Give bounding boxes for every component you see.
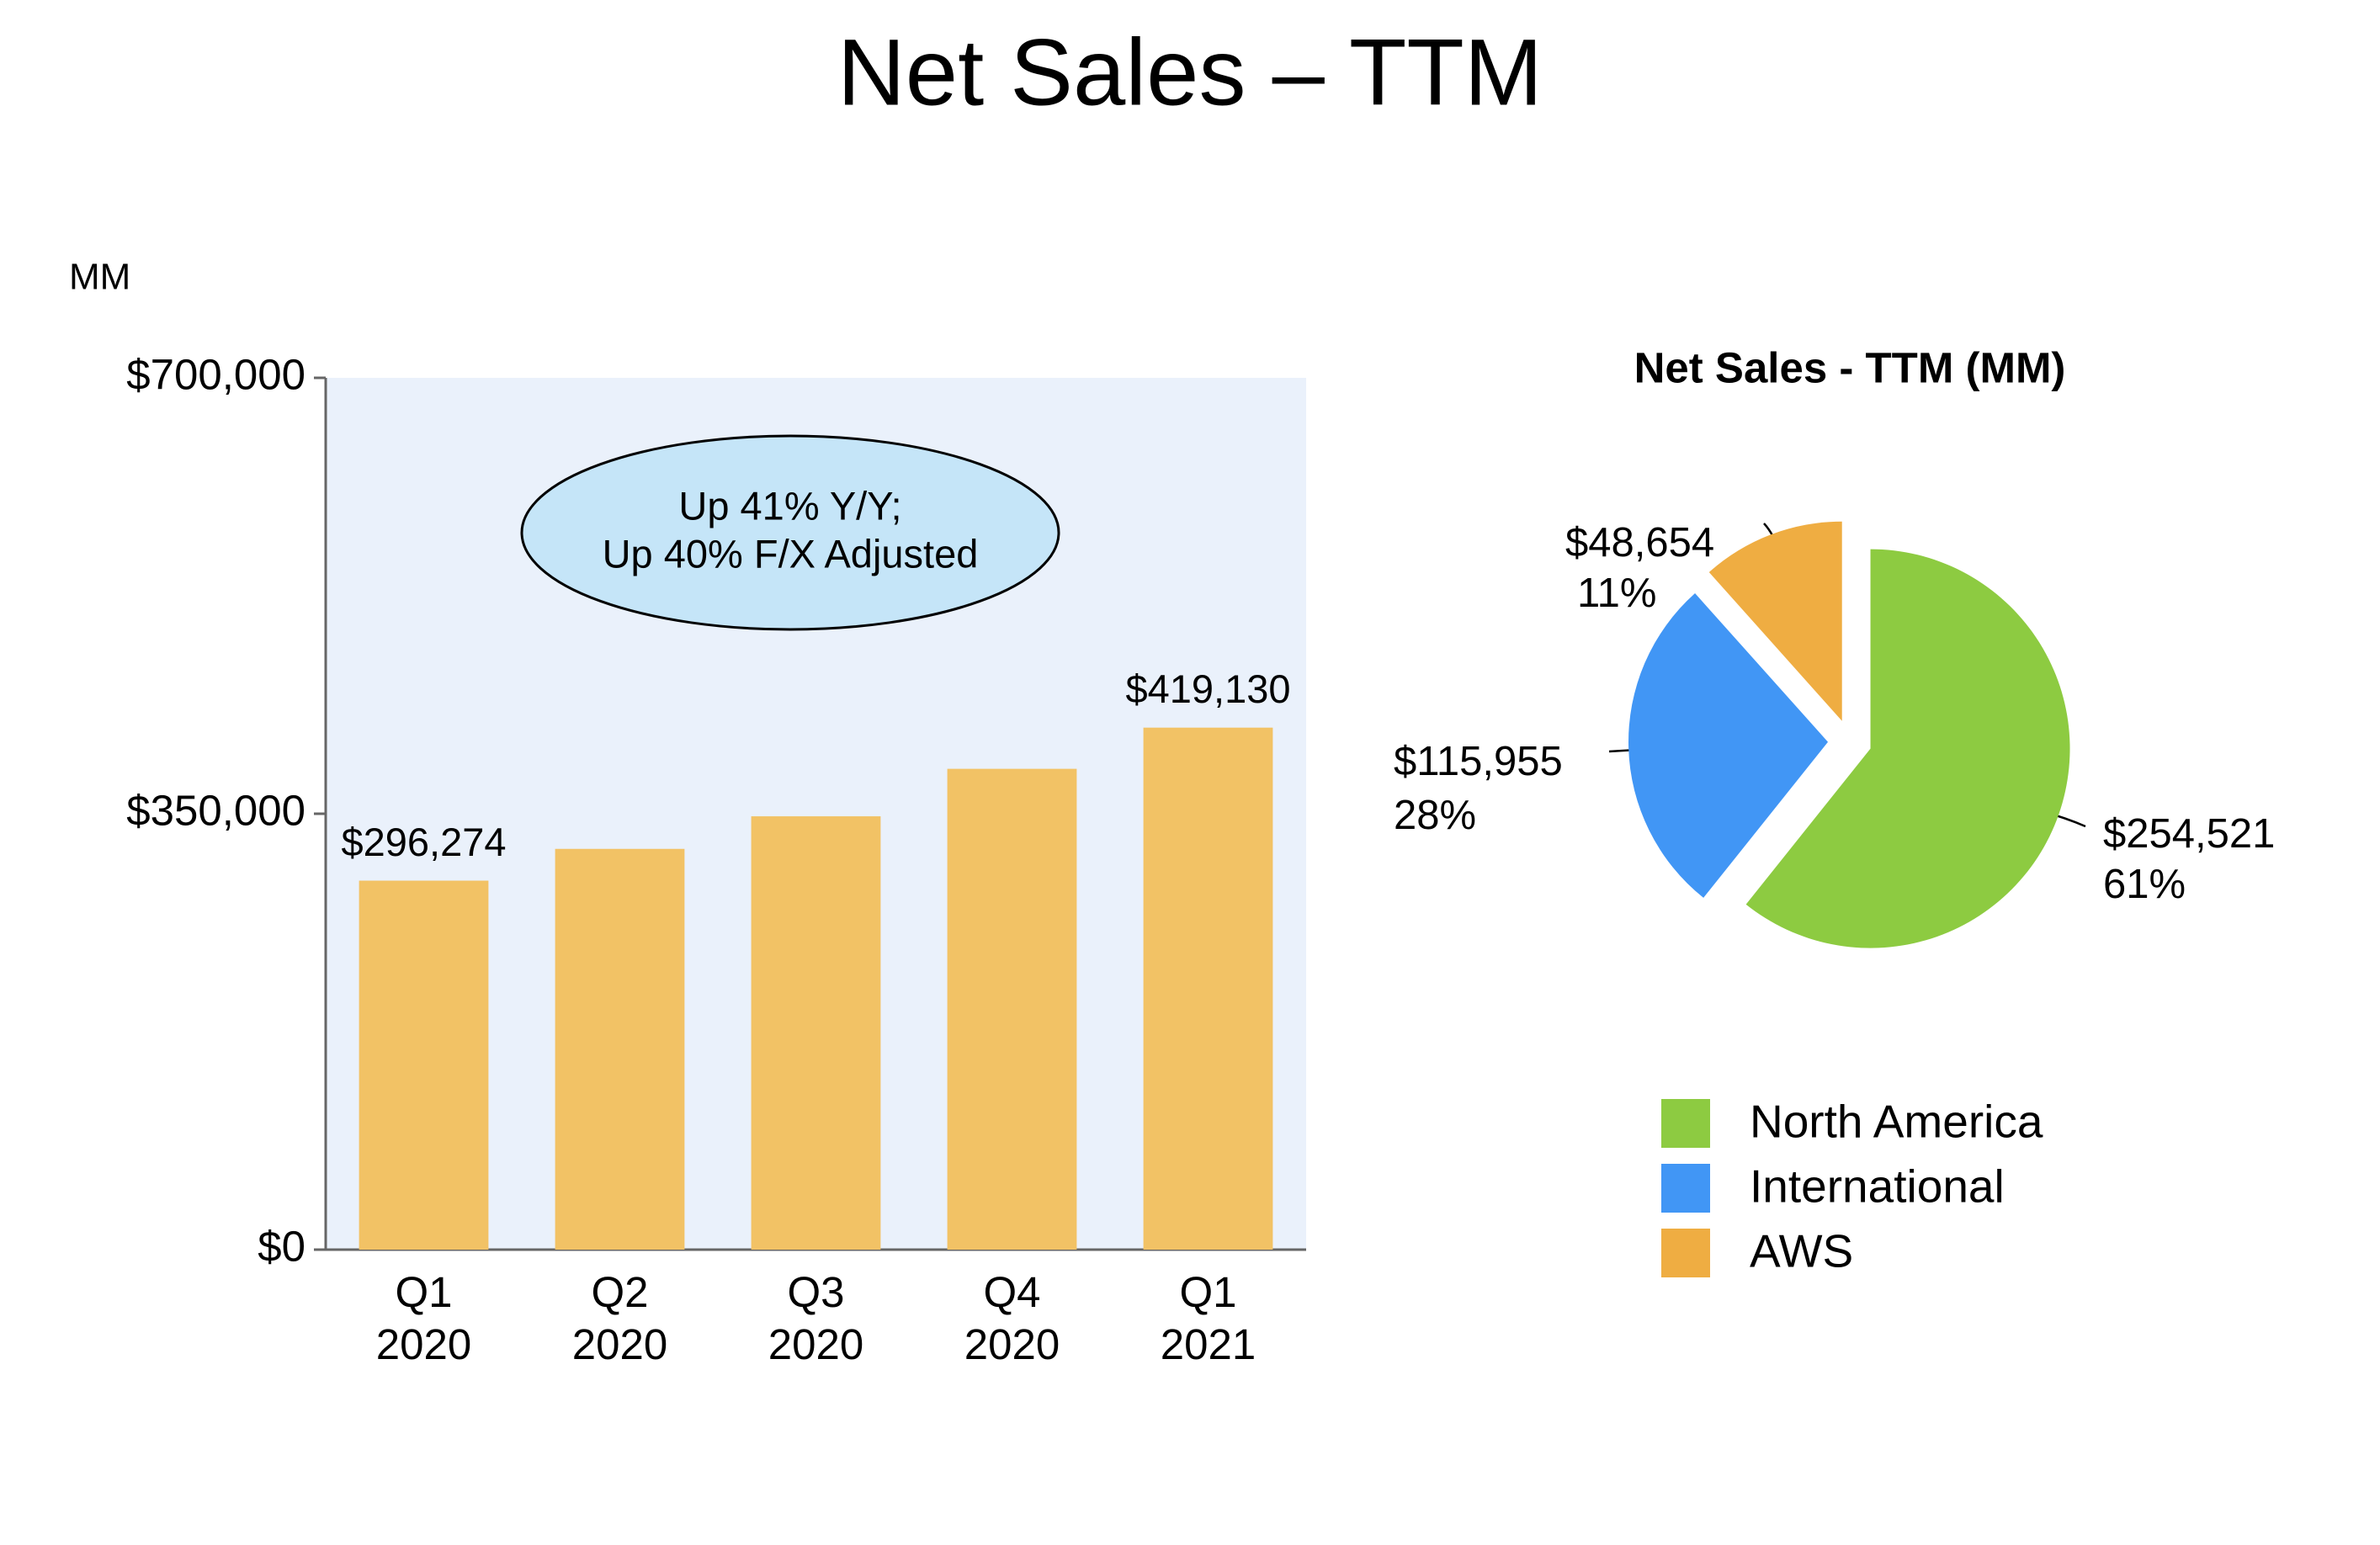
legend-swatch	[1661, 1164, 1710, 1213]
value-label: $419,130	[1125, 666, 1290, 711]
slice-percent-label: 11%	[1577, 571, 1656, 616]
y-tick-label: $700,000	[126, 350, 305, 398]
pie-title: Net Sales - TTM (MM)	[1634, 343, 2066, 391]
slice-value-label: $48,654	[1565, 520, 1714, 565]
bar	[1143, 727, 1273, 1250]
bar	[947, 768, 1077, 1250]
slice-percent-label: 61%	[2103, 862, 2186, 907]
page-title: Net Sales – TTM	[837, 20, 1543, 125]
annotation: Up 41% Y/Y;	[678, 483, 901, 528]
x-tick-label: Q3 2020	[768, 1268, 864, 1368]
slice-percent-label: 28%	[1394, 793, 1476, 838]
bar	[751, 816, 881, 1250]
annotation-bubble	[520, 434, 1060, 631]
y-tick-label: $350,000	[126, 786, 305, 834]
legend-label: AWS	[1750, 1225, 1853, 1277]
legend-swatch	[1661, 1229, 1710, 1277]
x-tick-label: Q4 2020	[964, 1268, 1060, 1368]
legend-label: North America	[1750, 1096, 2043, 1148]
x-tick-label: Q1 2021	[1160, 1268, 1256, 1368]
slice-value-label: $115,955	[1394, 739, 1563, 784]
bar	[359, 880, 489, 1250]
legend-swatch	[1661, 1099, 1710, 1148]
pie-slice	[1708, 521, 1842, 721]
annotation: Up 40% F/X Adjusted	[603, 531, 979, 576]
bar	[555, 848, 685, 1250]
y-axis-label: MM	[69, 257, 130, 298]
x-tick-label: Q1 2020	[375, 1268, 472, 1368]
x-tick-label: Q2 2020	[571, 1268, 668, 1368]
pie-slice	[1628, 593, 1829, 898]
slice-value-label: $254,521	[2103, 811, 2275, 857]
y-tick-label: $0	[258, 1222, 305, 1270]
value-label: $296,274	[341, 820, 506, 864]
legend-label: International	[1750, 1160, 2005, 1213]
pie-slice	[1745, 549, 2070, 948]
